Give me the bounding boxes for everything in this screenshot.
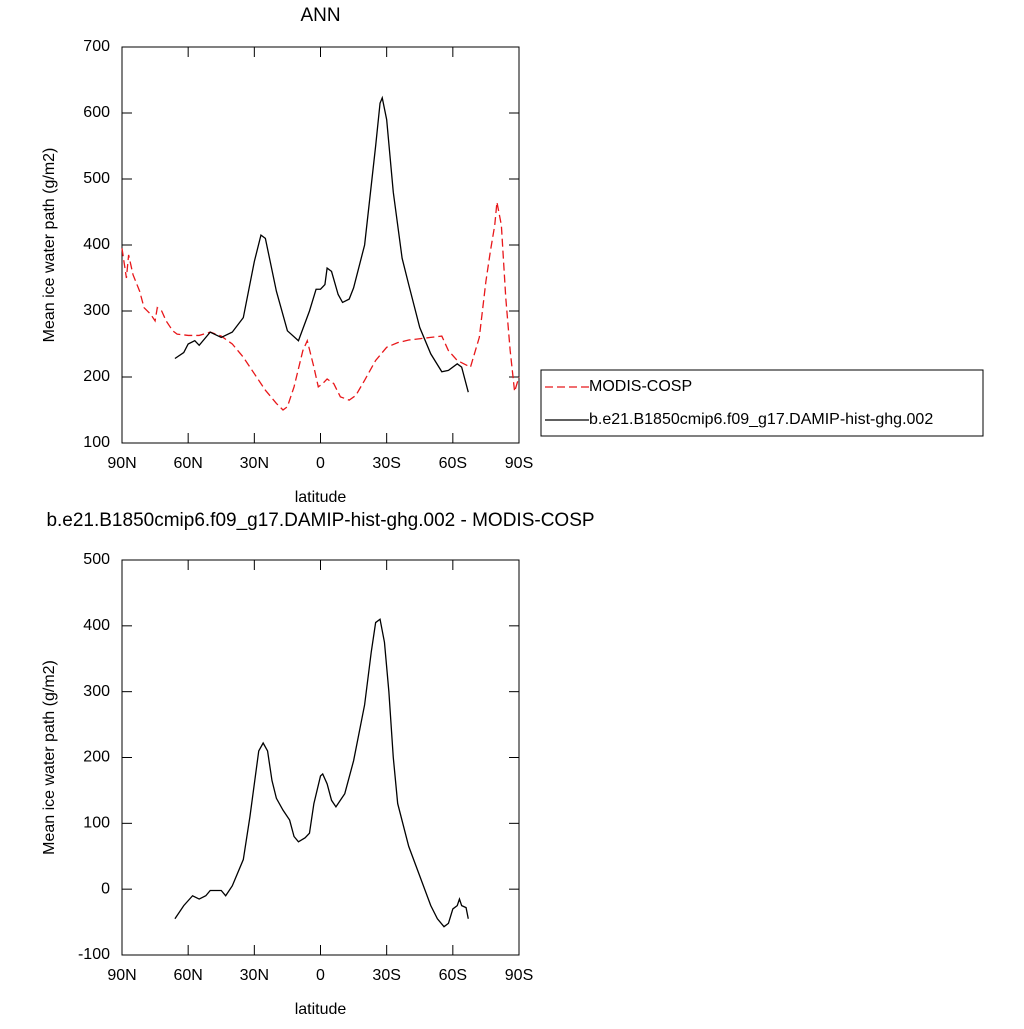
y-tick-label: 400 — [83, 617, 110, 634]
y-tick-label: 500 — [83, 170, 110, 187]
y-tick-label: 400 — [83, 236, 110, 253]
x-tick-label: 60S — [439, 455, 467, 472]
x-tick-label: 30S — [372, 455, 400, 472]
legend-label: b.e21.B1850cmip6.f09_g17.DAMIP-hist-ghg.… — [589, 411, 933, 428]
y-tick-label: 200 — [83, 749, 110, 766]
x-tick-label: 30N — [240, 967, 269, 984]
y-tick-label: 300 — [83, 683, 110, 700]
x-axis-label: latitude — [295, 489, 347, 506]
y-tick-label: 200 — [83, 368, 110, 385]
y-tick-label: 300 — [83, 302, 110, 319]
data-line — [174, 618, 469, 928]
plot-frame — [121, 46, 520, 444]
x-tick-label: 30N — [240, 455, 269, 472]
y-axis-label: Mean ice water path (g/m2) — [41, 660, 58, 855]
data-line — [121, 201, 520, 411]
y-tick-label: 0 — [101, 880, 110, 897]
x-tick-label: 60N — [173, 967, 202, 984]
x-tick-label: 90S — [505, 455, 533, 472]
x-axis-label: latitude — [295, 1001, 347, 1018]
chart-title: b.e21.B1850cmip6.f09_g17.DAMIP-hist-ghg.… — [46, 510, 594, 531]
legend-box — [540, 369, 984, 437]
x-tick-label: 90N — [107, 455, 136, 472]
y-tick-label: -100 — [78, 946, 110, 963]
legend-label: MODIS-COSP — [589, 378, 692, 395]
x-tick-label: 60N — [173, 455, 202, 472]
y-axis-label: Mean ice water path (g/m2) — [41, 148, 58, 343]
y-tick-label: 700 — [83, 38, 110, 55]
x-tick-label: 90N — [107, 967, 136, 984]
y-tick-label: 500 — [83, 551, 110, 568]
plot-frame — [121, 559, 520, 956]
x-tick-label: 0 — [316, 967, 325, 984]
y-tick-label: 100 — [83, 815, 110, 832]
x-tick-label: 30S — [372, 967, 400, 984]
x-tick-label: 60S — [439, 967, 467, 984]
y-tick-label: 600 — [83, 104, 110, 121]
y-tick-label: 100 — [83, 434, 110, 451]
data-line — [174, 95, 469, 393]
x-tick-label: 0 — [316, 455, 325, 472]
x-tick-label: 90S — [505, 967, 533, 984]
chart-title: ANN — [300, 5, 340, 26]
